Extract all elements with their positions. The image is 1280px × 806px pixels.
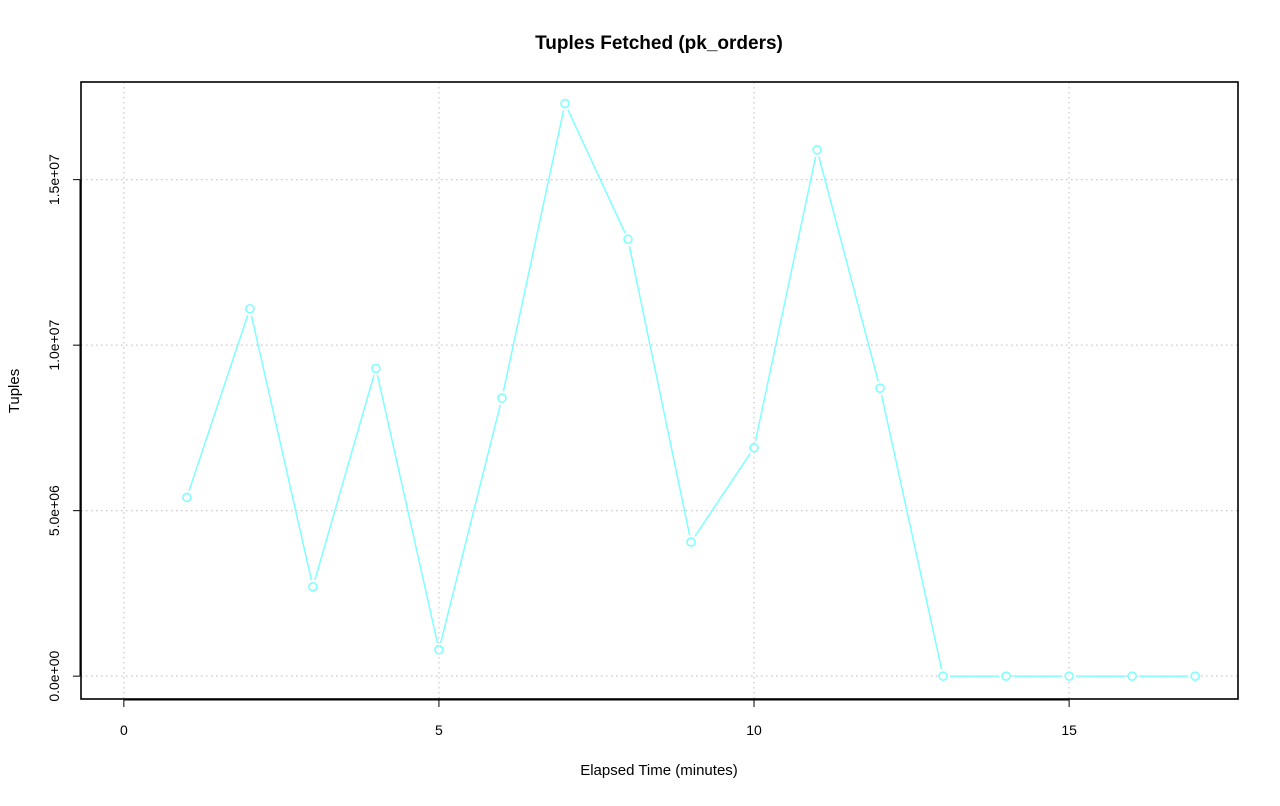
series-line-segment [502, 110, 565, 392]
data-point [1001, 671, 1011, 681]
data-point [1190, 671, 1200, 681]
series-line-segment [818, 156, 879, 382]
data-point [686, 537, 696, 547]
data-point [749, 442, 759, 453]
data-point [182, 492, 192, 503]
x-tick-label: 0 [120, 722, 128, 738]
data-point [497, 393, 507, 403]
series-line-segment [250, 315, 313, 581]
series-line-segment [314, 374, 375, 581]
data-point [875, 383, 885, 393]
y-tick-label: 0.0e+00 [46, 650, 62, 701]
series-line-segment [567, 109, 626, 234]
plot-frame [80, 81, 1239, 700]
x-axis-label: Elapsed Time (minutes) [580, 762, 738, 779]
y-tick-label: 1.0e+07 [46, 319, 62, 370]
data-point [1127, 671, 1137, 681]
data-point [1064, 671, 1074, 681]
series-line-segment [376, 374, 439, 644]
data-point [371, 363, 381, 374]
series-line-segment [694, 453, 751, 537]
data-point [560, 98, 570, 109]
data-point [812, 145, 822, 155]
chart-title: Tuples Fetched (pk_orders) [535, 33, 783, 54]
data-point [623, 234, 633, 245]
y-axis-label: Tuples [6, 369, 23, 413]
axis-layer: 0 5 10 15 0.0e+00 5.0e+06 1.0e+07 1.5e+07 [46, 154, 1077, 738]
y-tick-label: 1.5e+07 [46, 154, 62, 205]
x-tick-label: 5 [435, 722, 443, 738]
series-line-segment [628, 245, 691, 536]
series-line-segment [439, 404, 501, 644]
data-point [245, 303, 255, 314]
series-layer [182, 98, 1200, 681]
x-tick-label: 15 [1061, 722, 1077, 738]
data-point [308, 581, 318, 592]
x-tick-label: 10 [746, 722, 762, 738]
data-point [938, 671, 948, 681]
series-line-segment [188, 315, 249, 492]
series-line-segment [880, 394, 943, 670]
y-tick-label: 5.0e+06 [46, 485, 62, 536]
data-point [434, 644, 444, 655]
series-line-segment [754, 156, 817, 442]
